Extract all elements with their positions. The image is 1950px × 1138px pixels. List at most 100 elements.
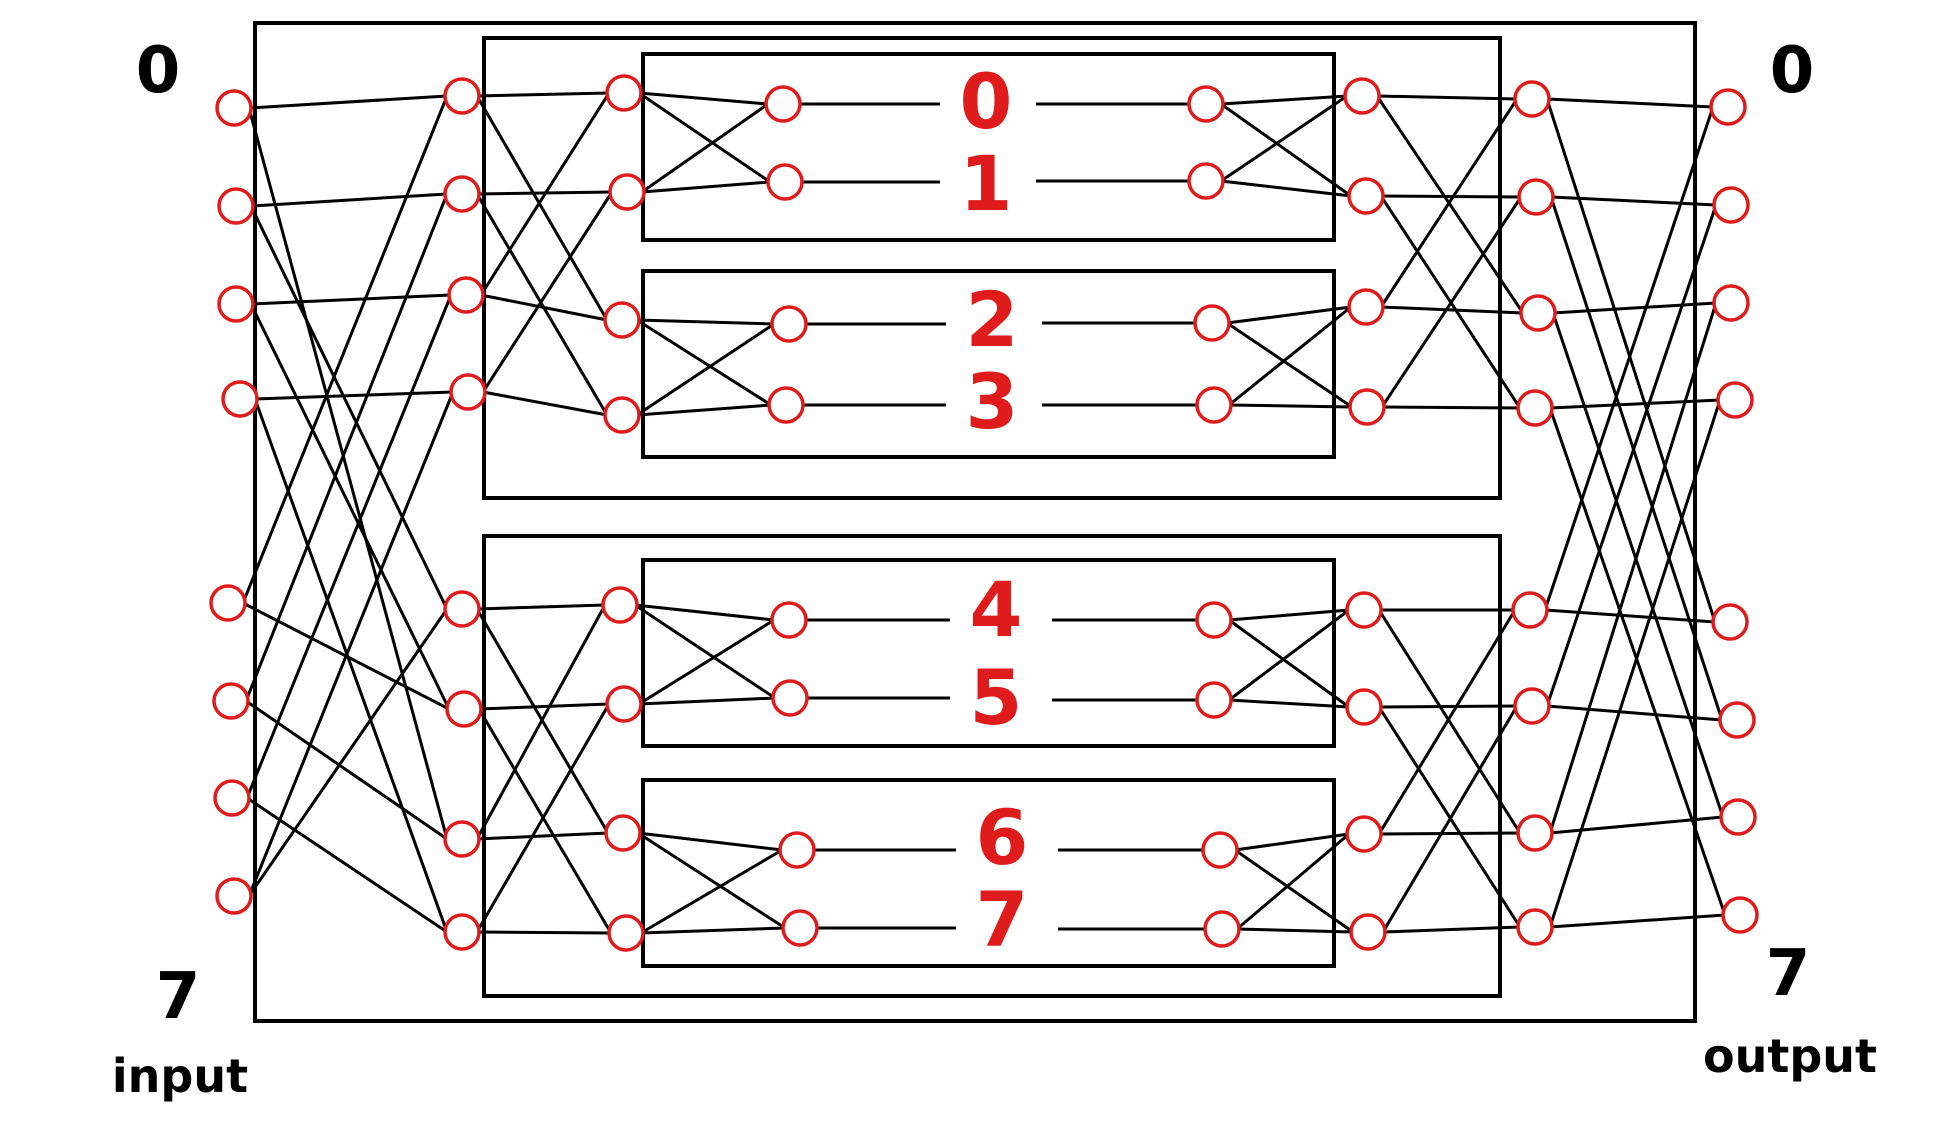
wire-c-d bbox=[640, 926, 786, 935]
node-d-7 bbox=[781, 909, 819, 947]
wire-f-g bbox=[1375, 95, 1525, 314]
wire-b-c bbox=[475, 604, 607, 840]
node-a-2 bbox=[217, 285, 255, 323]
wire-f-g bbox=[1381, 705, 1519, 933]
wire-e-f bbox=[1228, 403, 1353, 409]
outer-frame bbox=[253, 21, 1697, 1023]
wires bbox=[241, 91, 1727, 935]
node-e-2 bbox=[1193, 304, 1231, 342]
wire-a-b bbox=[241, 95, 449, 604]
wire-c-d bbox=[638, 618, 775, 706]
nodes bbox=[209, 74, 1759, 952]
wire-g-h bbox=[1546, 97, 1714, 109]
node-h-6 bbox=[1719, 798, 1757, 836]
wire-b-c bbox=[476, 603, 606, 611]
switch-label-0: 0 bbox=[960, 57, 1013, 146]
output-bottom-label: 7 bbox=[1766, 937, 1811, 1011]
wire-a-b bbox=[244, 193, 449, 702]
wire-e-f bbox=[1220, 102, 1352, 198]
wire-g-h bbox=[1543, 106, 1715, 611]
node-d-5 bbox=[771, 679, 809, 717]
wire-a-b bbox=[247, 391, 455, 897]
switch-label-7: 7 bbox=[976, 875, 1029, 964]
input-top-label: 0 bbox=[136, 34, 181, 108]
wire-g-h bbox=[1549, 815, 1724, 835]
wire-f-g bbox=[1378, 704, 1518, 709]
node-f-5 bbox=[1345, 688, 1383, 726]
switch-label-4: 4 bbox=[970, 565, 1023, 654]
output-caption: output bbox=[1703, 1029, 1877, 1083]
wire-e-f bbox=[1226, 305, 1352, 325]
node-b-3 bbox=[449, 373, 487, 411]
node-h-0 bbox=[1709, 88, 1747, 126]
node-c-6 bbox=[604, 814, 642, 852]
wire-c-d bbox=[638, 91, 771, 184]
upper-subnetwork-frame bbox=[482, 36, 1502, 500]
wire-g-h bbox=[1549, 398, 1721, 410]
wire-e-f bbox=[1220, 94, 1348, 183]
wire-a-b bbox=[245, 294, 453, 799]
wire-g-h bbox=[1548, 407, 1727, 916]
node-d-4 bbox=[770, 601, 808, 639]
wire-b-c bbox=[475, 193, 609, 416]
node-c-2 bbox=[603, 301, 641, 339]
wire-a-b bbox=[245, 699, 448, 841]
wire-a-b bbox=[254, 390, 454, 401]
node-d-1 bbox=[766, 163, 804, 201]
wire-f-g bbox=[1377, 609, 1517, 835]
switch-box-0-1 bbox=[641, 52, 1336, 242]
node-g-5 bbox=[1513, 687, 1551, 725]
node-e-5 bbox=[1195, 681, 1233, 719]
node-b-0 bbox=[443, 77, 481, 115]
switch-box-6-7 bbox=[641, 778, 1336, 968]
wire-e-f bbox=[1234, 832, 1350, 852]
node-c-7 bbox=[607, 914, 645, 952]
node-h-2 bbox=[1712, 284, 1750, 322]
wire-g-h bbox=[1548, 399, 1722, 928]
wire-b-c bbox=[477, 708, 613, 934]
node-a-1 bbox=[217, 187, 255, 225]
wire-e-f bbox=[1228, 618, 1350, 709]
node-c-0 bbox=[605, 74, 643, 112]
node-g-1 bbox=[1517, 178, 1555, 216]
wire-a-b bbox=[249, 303, 451, 710]
wire-g-h bbox=[1550, 195, 1717, 207]
wire-c-d bbox=[637, 831, 786, 930]
wire-b-c bbox=[475, 703, 611, 933]
node-e-1 bbox=[1187, 162, 1225, 200]
node-b-6 bbox=[443, 820, 481, 858]
wire-a-b bbox=[247, 107, 449, 840]
wire-g-h bbox=[1552, 301, 1717, 315]
wire-e-f bbox=[1236, 832, 1350, 931]
wire-c-d bbox=[641, 102, 769, 194]
wire-f-g bbox=[1378, 831, 1521, 836]
wire-g-h bbox=[1545, 204, 1718, 707]
wire-g-h bbox=[1548, 302, 1718, 834]
switch-box-4-5 bbox=[641, 558, 1336, 748]
wire-a-b bbox=[247, 608, 449, 897]
wire-b-c bbox=[479, 92, 611, 296]
switch-box-2-3 bbox=[641, 269, 1336, 459]
wire-e-f bbox=[1228, 608, 1350, 622]
wire-c-d bbox=[636, 318, 775, 326]
node-h-4 bbox=[1711, 603, 1749, 641]
wire-e-f bbox=[1228, 698, 1350, 709]
node-b-7 bbox=[443, 913, 481, 951]
wire-f-g bbox=[1377, 609, 1522, 834]
wire-c-d bbox=[636, 318, 772, 407]
node-c-3 bbox=[603, 396, 641, 434]
node-d-0 bbox=[764, 85, 802, 123]
wire-c-d bbox=[640, 848, 783, 935]
node-g-2 bbox=[1519, 294, 1557, 332]
node-f-2 bbox=[1347, 288, 1385, 326]
node-e-7 bbox=[1203, 910, 1241, 948]
wire-c-d bbox=[636, 322, 775, 417]
switch-label-3: 3 bbox=[966, 357, 1019, 446]
wire-f-g bbox=[1381, 405, 1521, 410]
node-b-1 bbox=[443, 175, 481, 213]
switch-label-6: 6 bbox=[976, 793, 1029, 882]
wire-e-f bbox=[1228, 608, 1350, 702]
wire-b-c bbox=[482, 390, 608, 417]
node-f-6 bbox=[1345, 815, 1383, 853]
switch-label-1: 1 bbox=[960, 139, 1013, 228]
